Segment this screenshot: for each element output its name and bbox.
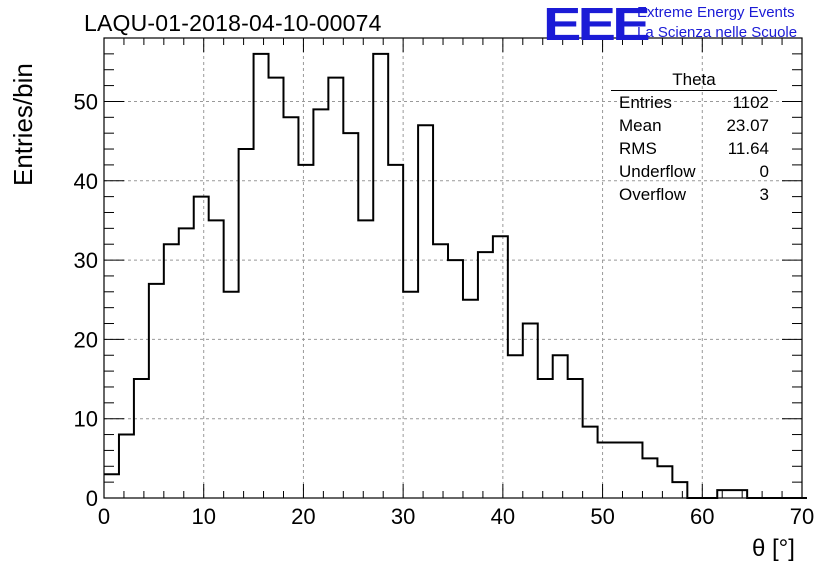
x-axis-label: θ [°]	[752, 535, 795, 562]
x-tick-label: 50	[590, 504, 614, 529]
stats-row-entries: Entries 1102	[611, 91, 777, 114]
plot-frame	[103, 37, 803, 499]
stats-label: Entries	[619, 93, 672, 112]
stats-row-rms: RMS 11.64	[611, 137, 777, 160]
stats-row-mean: Mean 23.07	[611, 114, 777, 137]
stats-label: Underflow	[619, 162, 696, 181]
stats-label: Mean	[619, 116, 662, 135]
y-axis-label: Entries/bin	[8, 63, 38, 186]
x-tick-label: 20	[291, 504, 315, 529]
x-tick-label: 70	[790, 504, 814, 529]
stats-title: Theta	[611, 70, 777, 91]
y-tick-label: 0	[86, 486, 98, 511]
chart-title: LAQU-01-2018-04-10-00074	[84, 10, 382, 36]
logo-subtitle-line2: La Scienza nelle Scuole	[637, 24, 798, 41]
x-tick-label: 60	[690, 504, 714, 529]
y-tick-label: 40	[74, 169, 98, 194]
stats-value: 11.64	[727, 139, 769, 158]
stats-value: 3	[759, 185, 769, 204]
stats-value: 1102	[732, 93, 769, 112]
stats-label: RMS	[619, 139, 657, 158]
stats-box: Theta Entries 1102 Mean 23.07 RMS 11.64 …	[611, 70, 777, 206]
y-tick-label: 20	[74, 327, 98, 352]
histogram-line	[104, 52, 807, 499]
stats-label: Overflow	[619, 185, 687, 204]
x-tick-label: 30	[391, 504, 415, 529]
y-tick-label: 10	[74, 407, 98, 432]
stats-value: 23.07	[726, 116, 769, 135]
x-tick-label: 10	[191, 504, 215, 529]
x-tick-label: 40	[491, 504, 515, 529]
y-tick-label: 50	[74, 89, 98, 114]
x-tick-label: 0	[98, 504, 110, 529]
stats-row-underflow: Underflow 0	[611, 160, 777, 183]
eee-logo: EEE	[543, 0, 651, 50]
y-tick-label: 30	[74, 248, 98, 273]
logo-subtitle-line1: Extreme Energy Events	[637, 4, 795, 21]
stats-value: 0	[759, 162, 769, 181]
stats-row-overflow: Overflow 3	[611, 183, 777, 206]
